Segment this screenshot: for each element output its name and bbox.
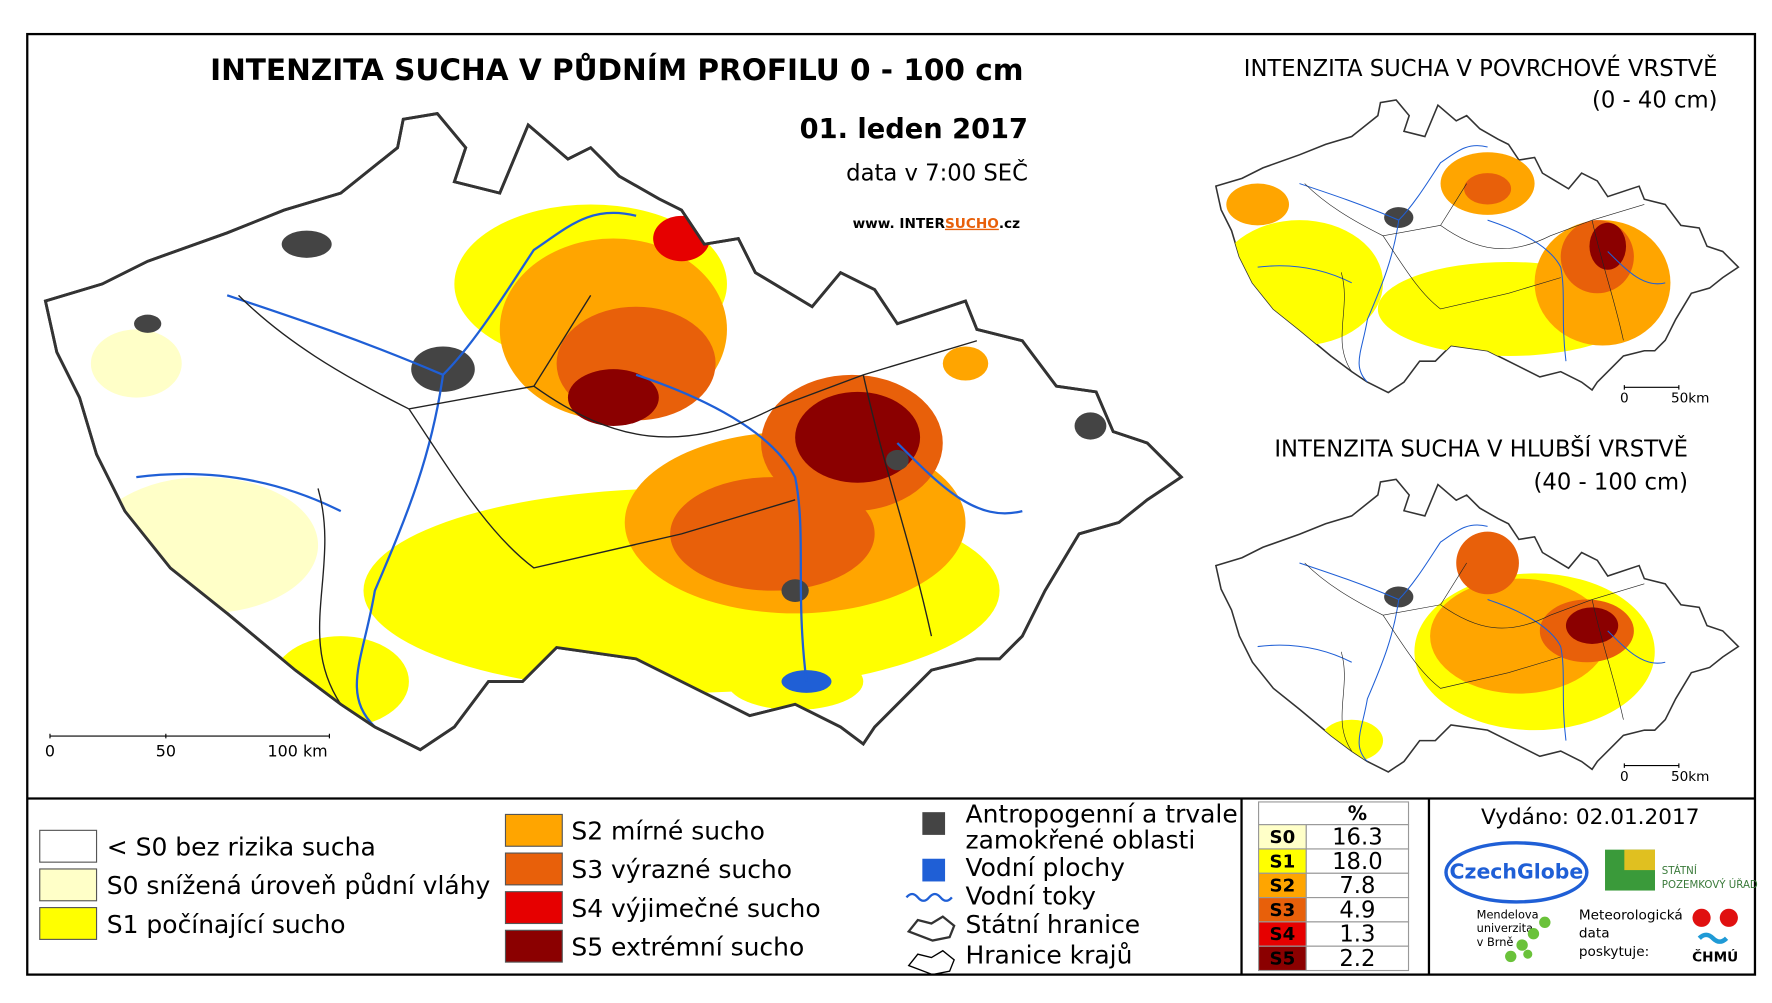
inset-scale-bar <box>1623 385 1680 390</box>
website: www. INTERSUCHO.cz <box>853 216 1021 232</box>
legend-label: S1 počínající sucho <box>107 910 346 939</box>
legend-label: S0 snížená úroveň půdní vláhy <box>107 871 491 900</box>
table-code: S2 <box>1270 876 1296 897</box>
table-code: S5 <box>1270 948 1296 969</box>
inset-title: INTENZITA SUCHA V POVRCHOVÉ VRSTVĚ <box>1244 54 1718 82</box>
main-title: INTENZITA SUCHA V PŮDNÍM PROFILU 0 - 100… <box>210 51 1023 87</box>
legend-other: Antropogenní a trvale zamokřené oblasti … <box>905 800 1238 976</box>
legend-label: Antropogenní a trvale <box>966 800 1238 829</box>
legend-swatch <box>504 929 563 963</box>
logo-chmu-note: Meteorologická <box>1579 908 1683 924</box>
logo-chmu-note: poskytuje: <box>1579 944 1649 960</box>
table-value: 1.3 <box>1339 922 1375 948</box>
table-code-cell <box>1258 872 1307 899</box>
table-value: 18.0 <box>1332 849 1383 875</box>
inset-title: INTENZITA SUCHA V HLUBŠÍ VRSTVĚ <box>1274 434 1688 462</box>
table-value-cell <box>1305 945 1410 972</box>
inset-scale-bar <box>1623 763 1680 768</box>
table-value: 16.3 <box>1332 824 1383 850</box>
scale-label: 50km <box>1671 769 1710 785</box>
table-code: S1 <box>1270 851 1296 872</box>
logo-mendelu: v Brně <box>1477 935 1514 949</box>
legend-label: Hranice krajů <box>966 940 1133 969</box>
url-suffix: .cz <box>999 216 1020 232</box>
scale-label: 0 <box>1620 769 1629 785</box>
legend-label: S4 výjimečné sucho <box>571 894 820 923</box>
scale-label: 0 <box>45 741 55 760</box>
table-value-cell <box>1305 897 1410 923</box>
legend-swatch <box>39 829 98 863</box>
table-code: S0 <box>1270 827 1296 848</box>
legend-label: S5 extrémní sucho <box>571 932 804 961</box>
logo-chmu: ČHMÚ <box>1692 948 1738 966</box>
logo-spu: POZEMKOVÝ ÚŘAD <box>1662 878 1758 891</box>
data-time: data v 7:00 SEČ <box>846 158 1028 186</box>
scale-label: 50km <box>1671 391 1710 407</box>
legend-label: S3 výrazné sucho <box>571 855 792 884</box>
legend-label: zamokřené oblasti <box>966 826 1196 855</box>
issued: Vydáno: 02.01.2017 <box>1481 805 1699 830</box>
logo-mendelu: univerzita <box>1477 921 1533 935</box>
legend-swatch <box>504 852 563 886</box>
table-code-cell <box>1258 921 1307 947</box>
table-code-cell <box>1258 848 1307 874</box>
legend-label: S2 mírné sucho <box>571 817 765 846</box>
logo-czechglobe: CzechGlobe <box>1450 859 1584 883</box>
inset-subtitle: (40 - 100 cm) <box>1534 469 1688 495</box>
legend-swatch <box>39 907 98 940</box>
legend-swatch <box>504 813 563 847</box>
table-value: 4.9 <box>1339 897 1375 923</box>
scale-label: 50 <box>156 741 176 760</box>
date: 01. leden 2017 <box>800 114 1028 145</box>
table-header-cell <box>1258 801 1410 826</box>
legend-swatch <box>39 868 98 902</box>
legend-label: < S0 bez rizika sucha <box>107 833 376 862</box>
table-value: 7.8 <box>1339 873 1375 899</box>
scale-label: 100 km <box>268 741 328 760</box>
url-prefix: www. INTER <box>853 216 946 232</box>
logo-mendelu: Mendelova <box>1477 908 1539 922</box>
main-scale-bar: 0 50 100 km <box>45 733 330 760</box>
table-code: S4 <box>1270 924 1296 945</box>
table-value: 2.2 <box>1339 946 1375 972</box>
logo-spu: STÁTNÍ <box>1662 864 1697 877</box>
table-code-cell <box>1258 945 1307 972</box>
url-highlight: SUCHO <box>945 216 999 232</box>
scale-label: 0 <box>1620 391 1629 407</box>
inset-subtitle: (0 - 40 cm) <box>1592 88 1717 114</box>
legend-swatch <box>504 891 563 925</box>
main-map <box>44 112 1183 752</box>
legend-label: Vodní toky <box>966 881 1097 910</box>
table-value-cell <box>1305 824 1410 850</box>
logos: CzechGlobe STÁTNÍ POZEMKOVÝ ÚŘAD Mendelo… <box>1444 841 1758 966</box>
table-header: % <box>1348 802 1367 825</box>
table-code: S3 <box>1270 900 1296 921</box>
logo-chmu-note: data <box>1579 926 1610 942</box>
legend-label: Státní hranice <box>966 910 1141 939</box>
legend-label: Vodní plochy <box>966 853 1126 882</box>
